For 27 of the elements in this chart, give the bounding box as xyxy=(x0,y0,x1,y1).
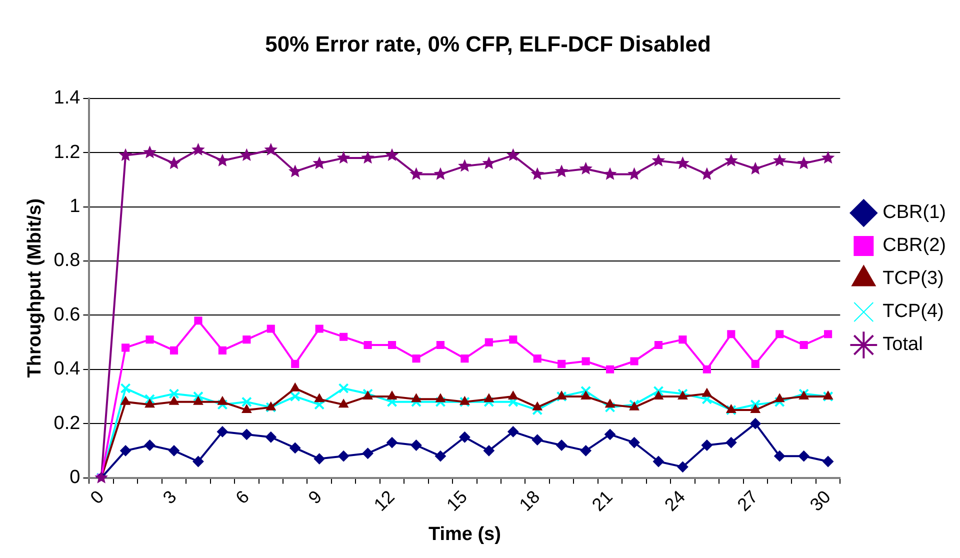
y-tick-label: 0.8 xyxy=(54,250,80,272)
y-tick-label: 0.2 xyxy=(54,412,80,434)
y-tick-label: 0.6 xyxy=(54,304,80,326)
x-tick-label: 9 xyxy=(304,486,326,508)
y-tick-label: 0 xyxy=(70,467,80,488)
y-axis-title: Throughput (Mbit/s) xyxy=(24,198,46,378)
x-tick-label: 18 xyxy=(515,486,544,515)
chart-title: 50% Error rate, 0% CFP, ELF-DCF Disabled xyxy=(265,31,711,56)
x-tick-label: 12 xyxy=(370,486,398,515)
x-axis-title: Time (s) xyxy=(428,524,501,545)
y-tick-label: 1.2 xyxy=(54,142,80,163)
x-tick-label: 24 xyxy=(660,486,690,515)
y-tick-label: 1.4 xyxy=(54,88,81,109)
legend-label: TCP(3) xyxy=(882,268,944,290)
x-tick-label: 30 xyxy=(806,486,834,515)
x-tick-label: 27 xyxy=(733,486,762,515)
x-tick-label: 6 xyxy=(232,486,254,508)
x-tick-label: 3 xyxy=(159,486,180,508)
legend-label: CBR(1) xyxy=(882,202,946,224)
x-tick-label: 21 xyxy=(588,486,616,515)
legend-label: Total xyxy=(882,334,923,356)
legend-label: CBR(2) xyxy=(882,235,946,256)
y-tick-label: 0.4 xyxy=(54,358,81,380)
y-tick-label: 1 xyxy=(70,196,80,218)
x-tick-label: 0 xyxy=(86,486,108,508)
legend-label: TCP(4) xyxy=(882,301,944,322)
x-tick-label: 15 xyxy=(442,486,472,515)
